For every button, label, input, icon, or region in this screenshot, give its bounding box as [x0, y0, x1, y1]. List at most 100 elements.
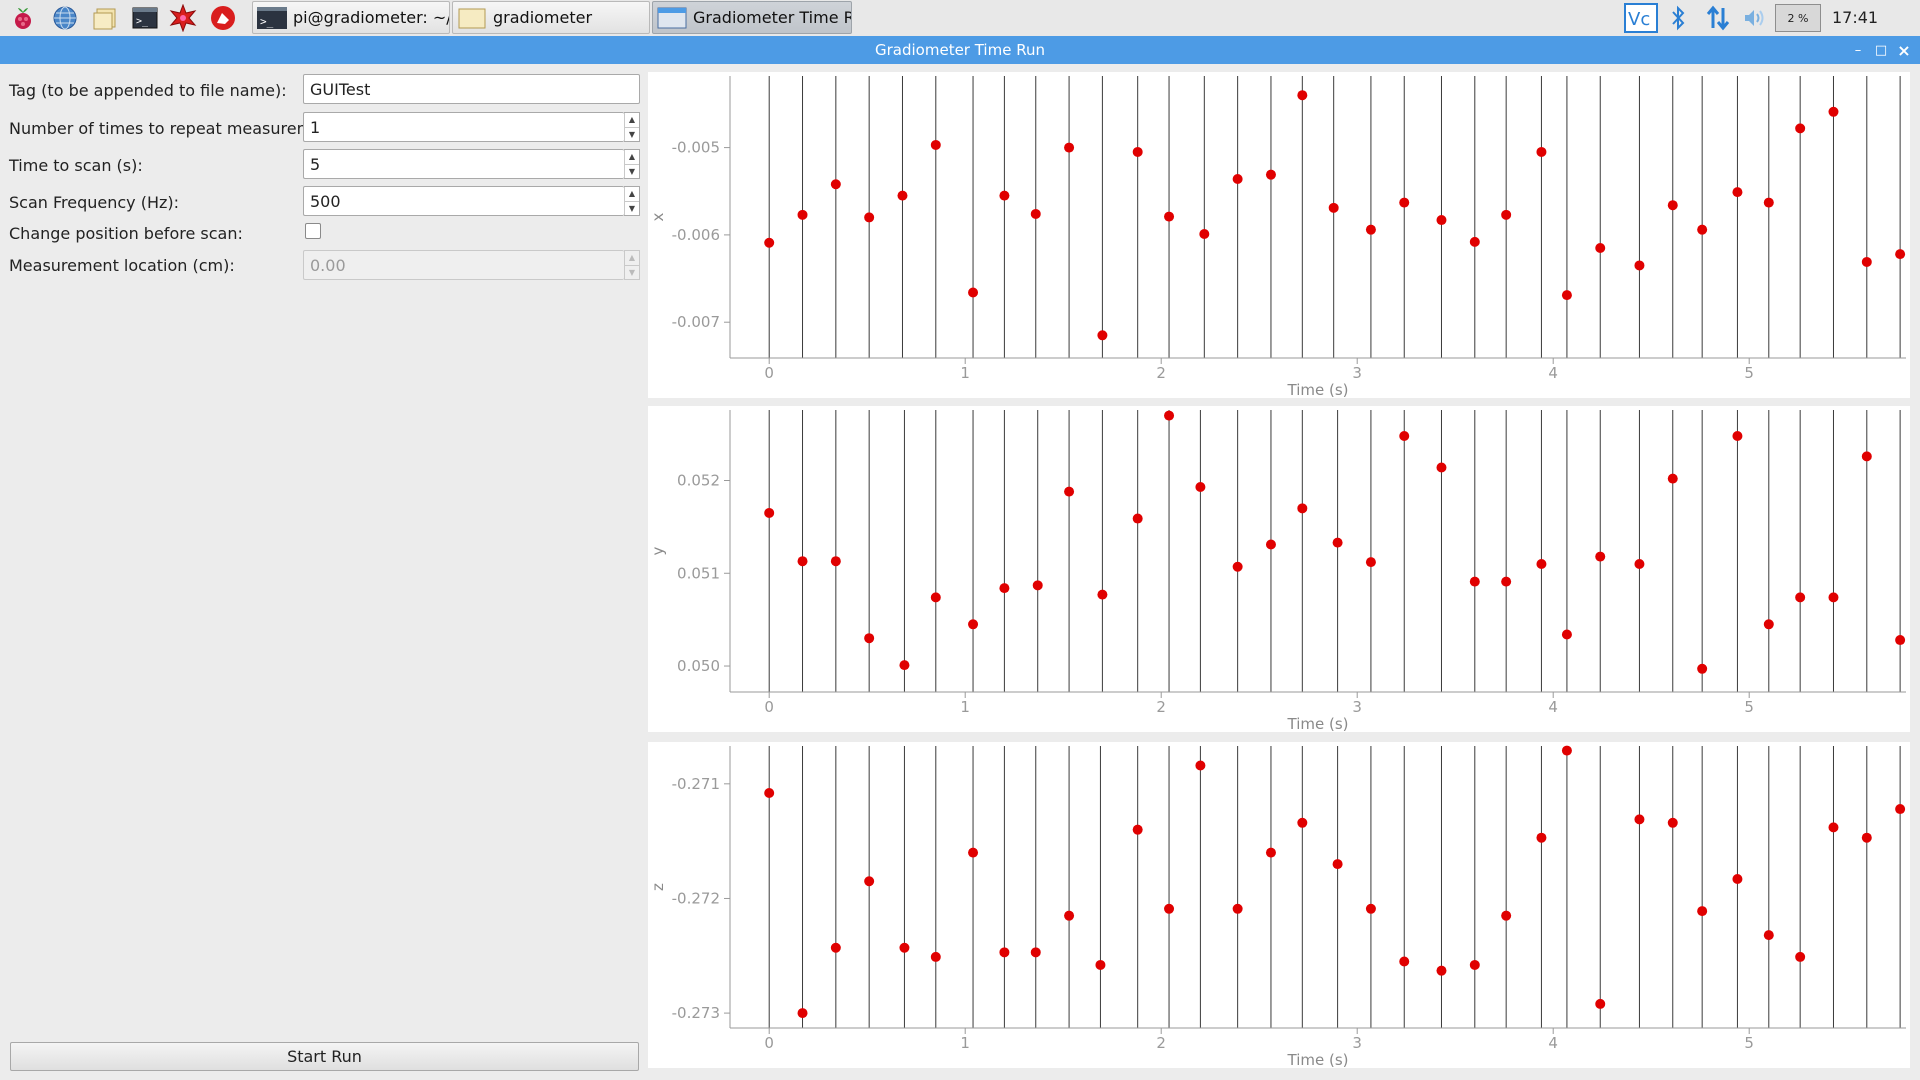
scan-time-label: Time to scan (s): [9, 156, 143, 175]
repeat-label: Number of times to repeat measurement: [9, 119, 344, 138]
plot-area: -0.005 -0.006 -0.007 0 1 2 3 4 5 Time (s) x [649, 76, 1906, 398]
y-tick-label: -0.005 [672, 139, 720, 157]
data-point [1030, 947, 1041, 958]
data-point [1595, 242, 1606, 253]
data-point [999, 190, 1010, 201]
y-plot[interactable]: 0.052 0.051 0.050 0 1 2 3 4 5 Time (s) y [648, 406, 1910, 732]
data-point [1064, 486, 1075, 497]
mathematica-icon[interactable] [166, 2, 200, 34]
taskbar-task-terminal[interactable]: >_ pi@gradiometer: ~/gr... [252, 1, 450, 34]
data-point [1697, 663, 1708, 674]
taskbar-task-folder[interactable]: gradiometer [452, 1, 650, 34]
x-tick-label: 2 [1156, 1034, 1166, 1052]
data-point [1732, 187, 1743, 198]
minimize-button[interactable]: – [1854, 42, 1862, 58]
data-point [1763, 930, 1774, 941]
y-tick-label: 0.052 [677, 472, 720, 490]
data-point [1436, 215, 1447, 226]
data-point [1828, 592, 1839, 603]
z-plot[interactable]: -0.271 -0.272 -0.273 0 1 2 3 4 5 Time (s) z [648, 742, 1910, 1068]
data-point [1536, 832, 1547, 843]
data-point [1399, 430, 1410, 441]
location-label: Measurement location (cm): [9, 256, 235, 275]
svg-text:>_: >_ [260, 15, 274, 28]
spin-up-icon[interactable]: ▲ [624, 113, 639, 128]
data-point [1332, 859, 1343, 870]
change-position-checkbox[interactable] [305, 223, 321, 239]
data-point [1828, 822, 1839, 833]
web-browser-icon[interactable] [48, 2, 82, 34]
data-point [1763, 197, 1774, 208]
close-button[interactable]: × [1897, 40, 1911, 60]
location-input [303, 250, 624, 280]
scan-time-input[interactable] [303, 149, 624, 179]
location-spinner: ▲ ▼ [624, 250, 640, 280]
data-point [1861, 256, 1872, 267]
data-point [764, 507, 775, 518]
data-point [864, 212, 875, 223]
data-point [830, 942, 841, 953]
x-plot[interactable]: -0.005 -0.006 -0.007 0 1 2 3 4 5 Time (s) x [648, 72, 1910, 398]
data-point [1895, 249, 1906, 260]
data-point [1763, 619, 1774, 630]
data-point [1297, 90, 1308, 101]
data-point [1561, 290, 1572, 301]
spin-down-icon[interactable]: ▼ [624, 201, 639, 215]
cpu-monitor[interactable]: 2 % [1775, 4, 1821, 32]
raspberry-menu-icon[interactable] [6, 2, 40, 34]
tag-input[interactable] [303, 74, 640, 104]
data-point [1164, 410, 1175, 421]
vnc-icon[interactable]: Vc [1623, 3, 1659, 33]
repeat-input[interactable] [303, 112, 624, 142]
volume-icon[interactable] [1740, 3, 1768, 33]
freq-input[interactable] [303, 186, 624, 216]
clock[interactable]: 17:41 [1832, 8, 1879, 27]
data-point [1469, 236, 1480, 247]
data-point [968, 287, 979, 298]
maximize-button[interactable]: □ [1874, 42, 1888, 58]
freq-spinner: ▲ ▼ [624, 186, 640, 216]
file-manager-icon[interactable] [88, 2, 122, 34]
data-point [1195, 481, 1206, 492]
scan-time-spinner: ▲ ▼ [624, 149, 640, 179]
x-tick-label: 1 [960, 364, 970, 382]
y-tick-label: 0.050 [677, 657, 720, 675]
x-tick-label: 1 [960, 698, 970, 716]
x-axis-label: Time (s) [1287, 1051, 1349, 1068]
spin-down-icon[interactable]: ▼ [624, 164, 639, 178]
data-point [1595, 551, 1606, 562]
z-plot-canvas: -0.271 -0.272 -0.273 0 1 2 3 4 5 Time (s) z [649, 745, 1906, 1068]
window-title-bar[interactable]: Gradiometer Time Run [0, 36, 1920, 64]
network-icon[interactable] [1703, 3, 1733, 33]
data-point [1828, 106, 1839, 117]
task-label: Gradiometer Time Run [693, 8, 851, 27]
data-point [1399, 956, 1410, 967]
data-point [1501, 576, 1512, 587]
data-point [830, 179, 841, 190]
data-point [797, 1008, 808, 1019]
task-label: gradiometer [493, 8, 593, 27]
spin-down-icon[interactable]: ▼ [624, 127, 639, 141]
x-tick-label: 3 [1352, 698, 1362, 716]
bluetooth-icon[interactable] [1666, 3, 1690, 33]
data-point [1365, 224, 1376, 235]
data-point [1297, 503, 1308, 514]
spin-up-icon[interactable]: ▲ [624, 187, 639, 202]
y-axis-label: z [649, 883, 667, 891]
data-point [830, 556, 841, 567]
taskbar-task-time-run[interactable]: Gradiometer Time Run [652, 1, 852, 34]
x-tick-label: 3 [1352, 1034, 1362, 1052]
data-point [930, 139, 941, 150]
data-point [1199, 229, 1210, 240]
data-point [1399, 197, 1410, 208]
y-axis-label: x [649, 212, 667, 221]
terminal-icon: >_ [257, 6, 287, 29]
terminal-icon[interactable]: >_ [128, 2, 162, 34]
start-run-button[interactable]: Start Run [10, 1042, 639, 1071]
data-point [968, 619, 979, 630]
y-tick-label: -0.006 [672, 226, 720, 244]
data-point [999, 583, 1010, 594]
wolfram-icon[interactable] [206, 2, 240, 34]
svg-text:Vc: Vc [1628, 9, 1650, 30]
spin-up-icon[interactable]: ▲ [624, 150, 639, 165]
